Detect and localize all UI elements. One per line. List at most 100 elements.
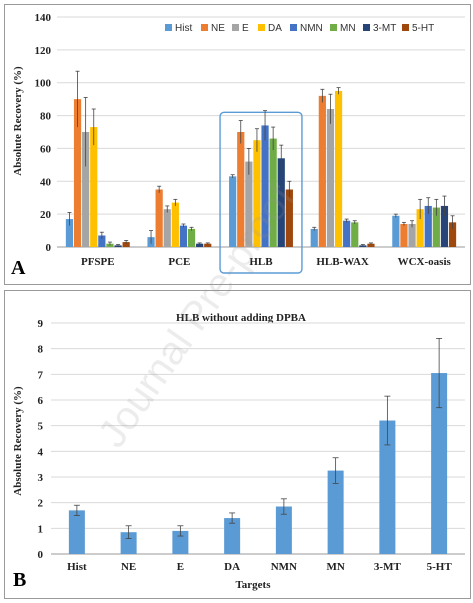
chart-a-legend-label: NE (211, 23, 225, 34)
chart-a-x-tick-label: PCE (168, 256, 190, 268)
hlb-highlight-box (219, 111, 303, 274)
chart-a-y-tick-label: 100 (35, 78, 52, 90)
chart-b-y-tick-label: 3 (38, 472, 44, 484)
chart-a-bar (326, 109, 335, 247)
chart-a-legend-swatch (402, 24, 409, 31)
chart-a-legend-label: DA (268, 23, 282, 34)
chart-a-legend-swatch (232, 24, 239, 31)
chart-b-bar (120, 532, 137, 554)
chart-b-title: HLB without adding DPBA (176, 312, 306, 324)
chart-a-bar (285, 189, 293, 247)
chart-a-bar (171, 202, 179, 247)
chart-b-y-tick-label: 8 (38, 344, 44, 356)
chart-b-x-tick-label: 5-HT (427, 561, 453, 573)
chart-b-x-axis-label: Targets (235, 579, 271, 591)
chart-a-legend-label: E (242, 23, 249, 34)
chart-a-bar (424, 205, 432, 247)
chart-a-legend-swatch (330, 24, 337, 31)
chart-a-bar (229, 176, 237, 247)
chart-a-bar (448, 222, 457, 247)
chart-b-bar (224, 518, 241, 554)
chart-a-legend-label: MN (340, 23, 356, 34)
panel-a: 0 20 40 60 80 100 120 140 Absolute Recovery (%)… (4, 4, 471, 285)
chart-b-x-tick-label: NMN (271, 561, 297, 573)
chart-a-x-tick-label: HLB-WAX (316, 256, 369, 268)
chart-a-bar (277, 158, 285, 247)
chart-a-y-tick-label: 120 (35, 45, 52, 57)
chart-a-bar (98, 235, 106, 247)
chart-a-bars (65, 70, 457, 248)
chart-a-y-tick-label: 20 (40, 209, 52, 221)
chart-a-bar (187, 228, 196, 247)
chart-a-bar (179, 225, 188, 247)
chart-b-y-axis-label: Absolute Recovery (%) (12, 386, 24, 496)
chart-a-x-tick-labels: PFSPE PCE HLB HLB-WAX WCX-oasis (81, 256, 452, 268)
chart-a-legend-swatch (363, 24, 370, 31)
chart-a-bar (237, 132, 245, 247)
chart-a-x-tick-label: PFSPE (81, 256, 115, 268)
panel-a-letter: A (11, 257, 26, 279)
chart-a-bar (155, 189, 163, 247)
chart-b-y-tick-label: 0 (38, 549, 44, 561)
chart-a-y-tick-label: 60 (40, 143, 52, 155)
chart-b-y-tick-label: 9 (38, 318, 44, 330)
chart-a-bar (73, 99, 82, 248)
chart-b-x-tick-label: 3-MT (374, 561, 402, 573)
chart-a-y-tick-label: 140 (35, 12, 52, 24)
chart-b-bar (431, 373, 448, 554)
chart-a-bar (351, 222, 359, 247)
chart-a-bar (440, 205, 449, 247)
chart-a-legend-label: NMN (300, 23, 323, 34)
chart-a-y-axis-label: Absolute Recovery (%) (12, 66, 24, 176)
chart-a-bar (245, 161, 253, 247)
chart-b-y-tick-label: 7 (38, 369, 44, 381)
chart-b-y-tick-label: 5 (38, 421, 44, 433)
chart-b-bar (68, 510, 85, 554)
chart-b-y-tick-label: 1 (38, 523, 44, 535)
chart-a-legend-label: Hist (175, 23, 192, 34)
chart-a-legend: Hist NE E DA NMN MN 3-MT 5-HT (165, 23, 434, 34)
chart-a-bar (122, 242, 130, 247)
chart-a-svg: 0 20 40 60 80 100 120 140 Absolute Recovery (%)… (12, 12, 465, 274)
chart-b-x-tick-label: E (177, 561, 184, 573)
chart-b-y-tick-label: 2 (38, 498, 44, 510)
chart-a-bar (416, 209, 424, 247)
chart-a-bar (82, 132, 90, 247)
chart-a-bar (334, 90, 343, 247)
chart-b-bar (172, 530, 189, 554)
chart-b-y-tick-label: 4 (38, 446, 44, 458)
chart-b-bar (379, 420, 396, 554)
chart-a-y-tick-label: 40 (40, 176, 52, 188)
chart-a-x-tick-label: HLB (249, 256, 273, 268)
chart-a-bar (196, 243, 204, 247)
chart-b-gridlines: 0 1 2 3 4 5 6 7 8 9 (38, 318, 465, 561)
chart-a-legend-label: 3-MT (373, 23, 396, 34)
chart-a-legend-swatch (258, 24, 265, 31)
chart-a-bar (392, 215, 400, 247)
chart-a-bar (408, 224, 416, 247)
chart-a-bar (261, 125, 269, 247)
chart-a-bar (432, 207, 440, 247)
chart-b-y-tick-label: 6 (38, 395, 44, 407)
chart-a-bar (269, 138, 277, 247)
chart-b-bar (327, 470, 344, 554)
chart-a-legend-swatch (201, 24, 208, 31)
chart-a-bar (65, 219, 74, 247)
chart-a-gridlines: 0 20 40 60 80 100 120 140 (35, 12, 465, 254)
chart-b-bar (275, 506, 292, 554)
panel-b-letter: B (13, 569, 27, 591)
chart-a-bar (204, 243, 212, 247)
chart-a-y-tick-label: 0 (46, 242, 52, 254)
chart-b-x-tick-label: DA (224, 561, 240, 573)
chart-a-y-tick-label: 80 (40, 111, 52, 123)
chart-b-svg: HLB without adding DPBA 0 1 2 3 4 5 6 7 8 9 Absol… (12, 312, 465, 591)
panel-b: HLB without adding DPBA 0 1 2 3 4 5 6 7 8 9 Absol… (4, 290, 471, 599)
chart-a-bar (163, 209, 171, 247)
chart-a-legend-swatch (165, 24, 172, 31)
chart-a-bar (318, 95, 326, 247)
chart-b-bars (68, 338, 448, 554)
chart-b-x-tick-label: Hist (67, 561, 87, 573)
chart-a-legend-label: 5-HT (412, 23, 434, 34)
chart-a-bar (367, 243, 375, 247)
chart-a-bar (90, 127, 98, 247)
